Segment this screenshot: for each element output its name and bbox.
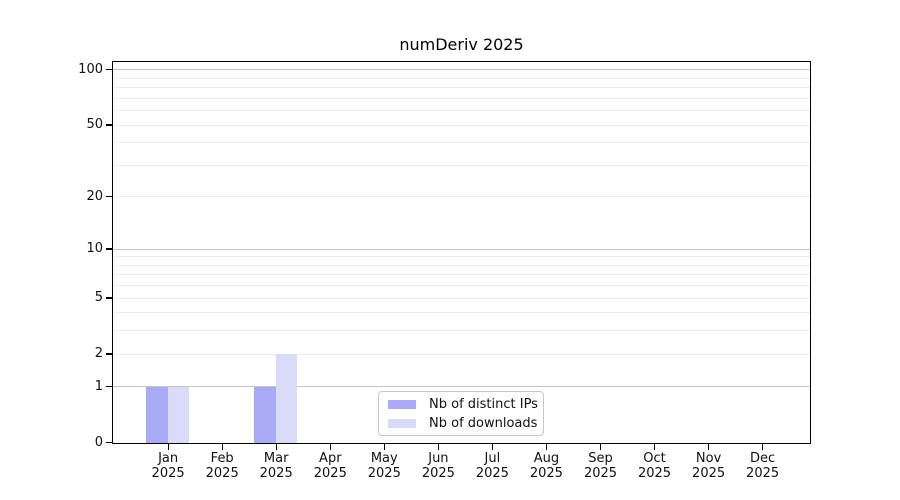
bar (167, 387, 190, 443)
x-axis-tick (167, 444, 169, 450)
x-tick-month: Dec (750, 451, 776, 466)
minor-gridline (113, 264, 810, 266)
minor-gridline (113, 142, 810, 144)
legend-item: Nb of downloads (379, 416, 543, 431)
x-tick-label: Oct 2025 (615, 451, 695, 481)
y-tick-label: 2 (94, 345, 103, 361)
minor-gridline (113, 124, 810, 126)
x-tick-label: Nov 2025 (669, 451, 749, 481)
legend-item: Nb of distinct IPs (379, 397, 543, 412)
x-axis-tick (437, 444, 440, 450)
plot-area: Nb of distinct IPs Nb of downloads (112, 61, 811, 444)
minor-gridline (113, 297, 810, 299)
bar (146, 387, 168, 443)
x-tick-label: Jan 2025 (128, 451, 208, 481)
x-tick-label: Apr 2025 (290, 451, 370, 481)
minor-gridline (113, 274, 810, 276)
x-tick-year: 2025 (475, 466, 509, 481)
minor-gridline (113, 87, 810, 89)
chart-title: numDeriv 2025 (399, 35, 524, 54)
x-tick-month: Jan (158, 451, 179, 466)
x-axis-tick (653, 444, 656, 450)
y-axis-tick (106, 297, 112, 299)
y-axis-tick (106, 353, 112, 355)
legend: Nb of distinct IPs Nb of downloads (378, 391, 544, 436)
x-axis-tick (275, 444, 277, 450)
minor-gridline (113, 256, 810, 258)
y-axis-tick (106, 124, 112, 126)
x-axis-tick (599, 444, 602, 450)
y-tick-label: 5 (94, 289, 103, 305)
x-axis-tick (762, 444, 764, 450)
x-tick-label: Jul 2025 (452, 451, 532, 481)
bars-layer (113, 62, 810, 443)
x-axis-tick (329, 444, 331, 450)
x-tick-year: 2025 (313, 466, 347, 481)
x-axis-tick (708, 444, 710, 450)
x-axis-tick (221, 444, 223, 450)
x-axis-tick (491, 444, 494, 450)
bar (254, 387, 276, 443)
x-tick-month: Jul (484, 451, 501, 466)
legend-swatch-icon (388, 418, 416, 428)
x-tick-label: May 2025 (344, 451, 424, 481)
minor-gridline (113, 285, 810, 286)
minor-gridline (113, 164, 810, 166)
x-tick-month: Mar (263, 451, 289, 466)
x-tick-year: 2025 (746, 466, 780, 481)
y-axis-tick (106, 442, 112, 444)
minor-gridline (113, 196, 810, 198)
x-tick-year: 2025 (529, 466, 563, 481)
x-tick-month: Nov (695, 451, 722, 466)
minor-gridline (113, 353, 810, 355)
grid-layer (113, 62, 810, 443)
x-tick-year: 2025 (367, 466, 401, 481)
y-axis-tick (106, 248, 112, 250)
x-tick-month: Apr (319, 451, 342, 466)
x-tick-label: Feb 2025 (182, 451, 262, 481)
x-axis-tick (545, 444, 548, 450)
x-tick-year: 2025 (637, 466, 672, 481)
x-tick-month: Sep (588, 451, 613, 466)
x-tick-label: Jun 2025 (398, 451, 478, 481)
y-axis-tick (106, 386, 112, 388)
x-tick-year: 2025 (151, 466, 185, 481)
major-gridline (113, 248, 810, 250)
x-axis-tick (383, 444, 385, 450)
major-gridline (113, 69, 810, 71)
minor-gridline (113, 77, 810, 79)
x-tick-year: 2025 (421, 466, 455, 481)
x-tick-month: Jun (428, 451, 449, 466)
y-tick-label: 100 (78, 61, 103, 77)
legend-label: Nb of distinct IPs (429, 396, 538, 412)
x-tick-year: 2025 (583, 466, 618, 481)
y-axis-tick (106, 196, 112, 198)
x-tick-label: Dec 2025 (723, 451, 803, 481)
x-tick-year: 2025 (205, 466, 239, 481)
x-tick-label: Aug 2025 (506, 451, 586, 481)
y-tick-label: 50 (86, 117, 103, 132)
legend-swatch-icon (388, 399, 416, 409)
x-tick-year: 2025 (692, 466, 726, 481)
y-tick-label: 0 (94, 434, 103, 450)
minor-gridline (113, 330, 810, 332)
legend-label: Nb of downloads (429, 415, 538, 431)
x-tick-year: 2025 (259, 466, 293, 481)
x-tick-label: Mar 2025 (236, 451, 316, 481)
minor-gridline (113, 312, 810, 314)
y-axis-tick (106, 69, 112, 71)
y-tick-label: 1 (94, 378, 103, 394)
y-tick-label: 10 (86, 240, 103, 256)
minor-gridline (113, 110, 810, 112)
x-tick-month: May (370, 451, 398, 466)
y-tick-label: 20 (86, 188, 103, 204)
major-gridline (113, 386, 810, 388)
x-tick-month: Aug (533, 451, 560, 466)
x-tick-month: Oct (643, 451, 666, 466)
x-tick-label: Sep 2025 (561, 451, 641, 481)
minor-gridline (113, 97, 810, 99)
bar (275, 354, 298, 443)
x-tick-month: Feb (210, 451, 234, 466)
